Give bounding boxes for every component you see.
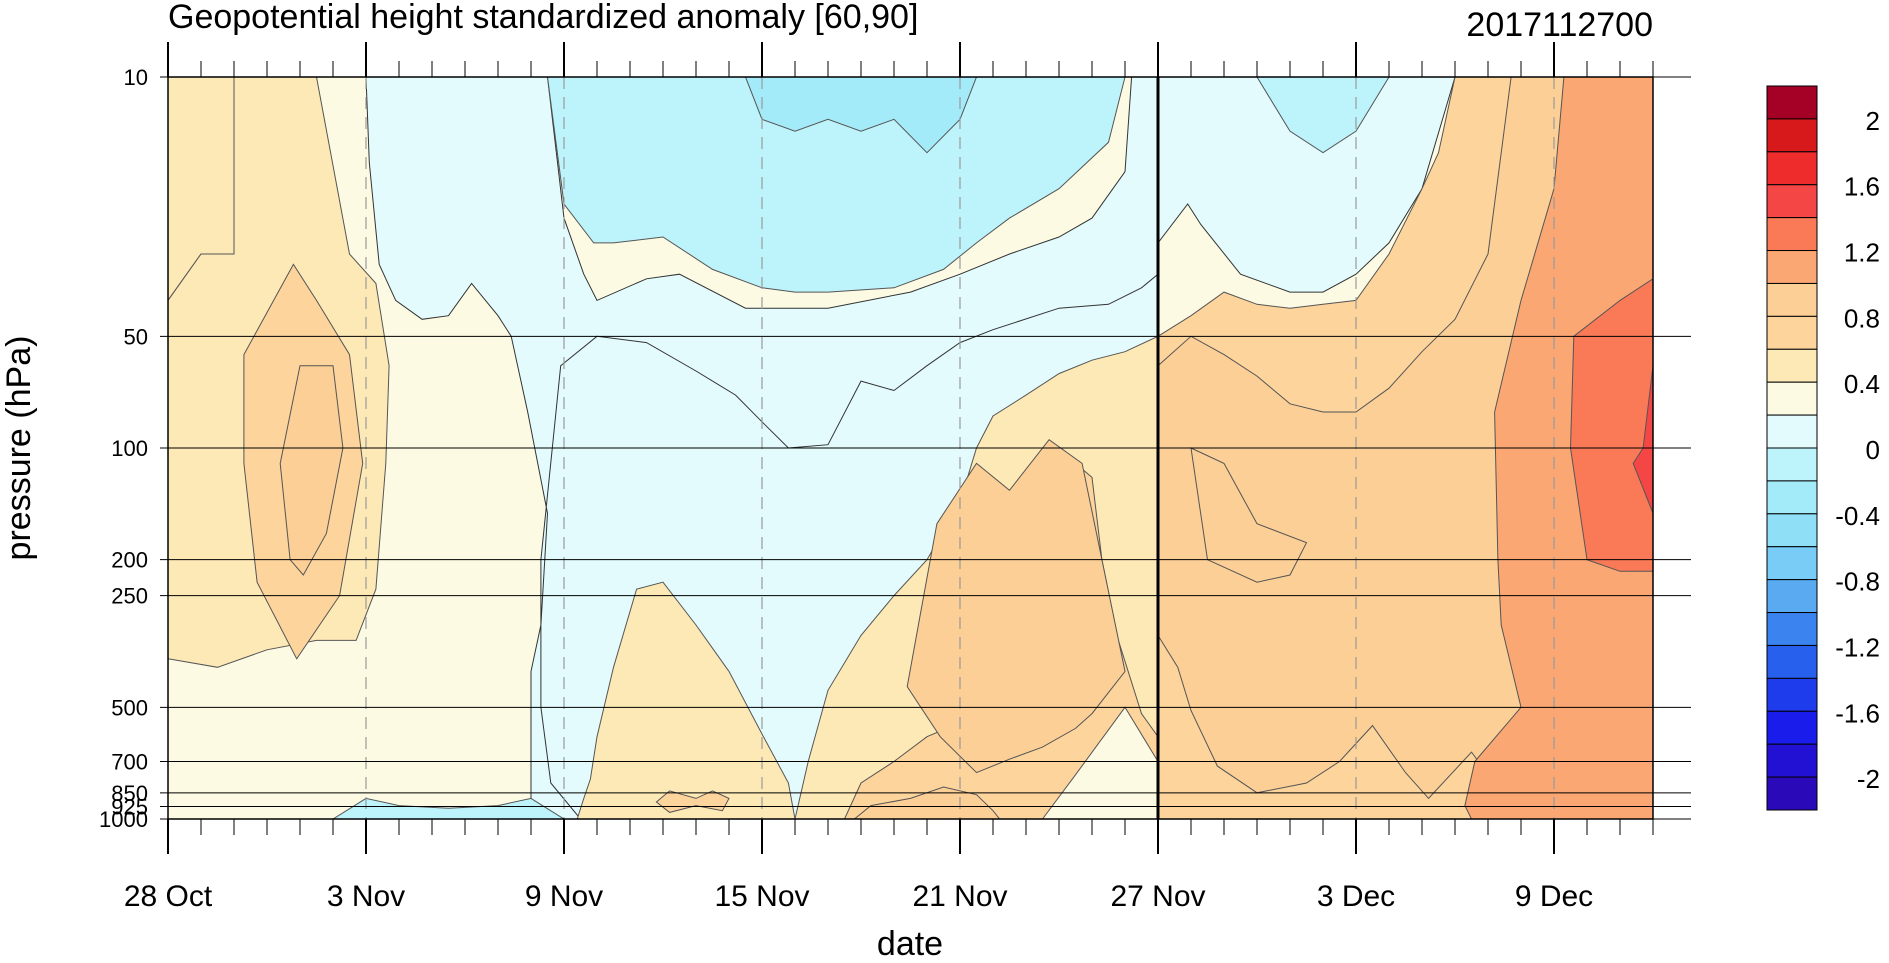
colorbar-box (1766, 282, 1818, 317)
x-tick-label: 3 Nov (327, 880, 405, 913)
colorbar-label: 0.8 (1844, 303, 1880, 333)
colorbar-box (1766, 381, 1818, 416)
colorbar-label: 1.2 (1844, 238, 1880, 268)
colorbar-box (1766, 315, 1818, 350)
colorbar-box (1766, 217, 1818, 252)
x-axis: 28 Oct 3 Nov 9 Nov 15 Nov 21 Nov 27 Nov 3 Dec 9… (124, 42, 1654, 913)
colorbar-box (1766, 579, 1818, 614)
colorbar-box (1766, 513, 1818, 548)
x-tick-label: 15 Nov (714, 880, 809, 913)
colorbar-box (1766, 710, 1818, 745)
chart-title: Geopotential height standardized anomaly… (168, 0, 918, 36)
contour-region (1569, 278, 1653, 572)
y-tick-label: 50 (124, 324, 148, 349)
colorbar-box (1766, 447, 1818, 482)
colorbar-box (1766, 250, 1818, 284)
colorbar-box (1766, 348, 1818, 383)
x-tick-label: 21 Nov (912, 880, 1007, 913)
contour-region (1157, 77, 1456, 293)
contour-region (1256, 77, 1390, 154)
colorbar-label: -1.2 (1835, 632, 1880, 662)
x-tick-label: 9 Dec (1515, 880, 1593, 913)
colorbar-label: -1.6 (1835, 698, 1880, 728)
y-tick-label: 925 (111, 794, 148, 819)
contour-region (655, 790, 730, 813)
y-tick-label: 200 (111, 548, 148, 573)
colorbar-box (1766, 184, 1818, 219)
colorbar-label: -0.4 (1835, 501, 1880, 531)
y-tick-label: 500 (111, 695, 148, 720)
colorbar-box (1766, 776, 1818, 811)
colorbar-label: 2 (1866, 106, 1880, 136)
y-tick-label: 700 (111, 750, 148, 775)
colorbar-box (1766, 118, 1818, 153)
x-tick-label: 28 Oct (124, 880, 213, 913)
colorbar-label: 0.4 (1844, 369, 1880, 399)
contour-region (1632, 365, 1653, 514)
contour-region (853, 786, 1001, 819)
colorbar-label: -2 (1857, 764, 1880, 794)
y-tick-label: 100 (111, 436, 148, 461)
contour-region (279, 365, 344, 576)
colorbar: 2 1.6 1.2 0.8 0.4 0 -0.4 -0.8 -1.2 -1.6 -2 (1766, 85, 1880, 811)
colorbar-label: 0 (1866, 435, 1880, 465)
colorbar-label: -0.8 (1835, 567, 1880, 597)
contour-region (576, 581, 796, 819)
colorbar-box (1766, 743, 1818, 778)
colorbar-box (1766, 85, 1818, 120)
contour-region (906, 439, 1126, 774)
colorbar-box (1766, 480, 1818, 515)
y-axis-label: pressure (hPa) (0, 336, 38, 561)
y-tick-label: 1000 (99, 807, 148, 832)
plot-frame (167, 76, 1654, 820)
chart-date-label: 2017112700 (1466, 6, 1653, 44)
colorbar-box (1766, 151, 1818, 186)
contour-region (1041, 706, 1159, 819)
x-tick-label: 9 Nov (525, 880, 603, 913)
y-tick-label: 850 (111, 781, 148, 806)
colorbar-box (1766, 677, 1818, 712)
y-tick-label: 250 (111, 584, 148, 609)
colorbar-box (1766, 546, 1818, 581)
x-tick-label: 27 Nov (1110, 880, 1205, 913)
x-axis-label: date (877, 925, 943, 963)
contour-region (1190, 447, 1308, 583)
y-tick-label: 10 (124, 65, 148, 90)
colorbar-box (1766, 612, 1818, 646)
contour-region (744, 77, 978, 154)
contour-region (546, 77, 1126, 293)
colorbar-box (1766, 644, 1818, 679)
x-tick-label: 3 Dec (1317, 880, 1395, 913)
colorbar-label: 1.6 (1844, 172, 1880, 202)
colorbar-box (1766, 414, 1818, 449)
